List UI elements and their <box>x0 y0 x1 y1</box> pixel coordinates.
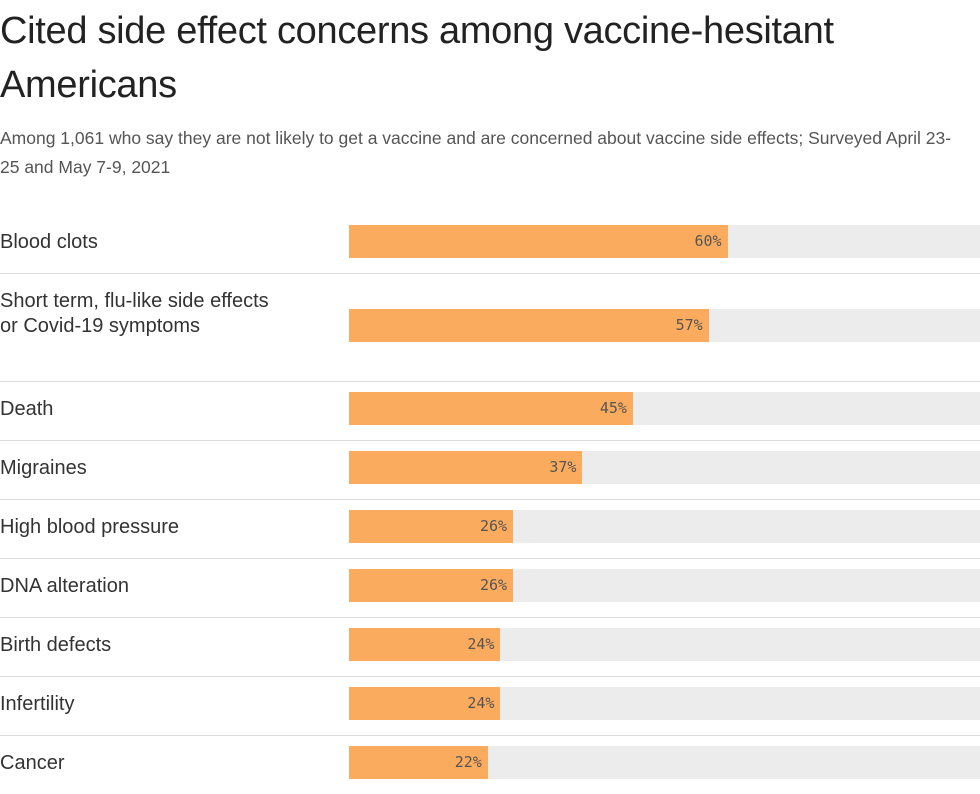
row-divider <box>0 499 980 500</box>
bar: 60% <box>349 225 728 258</box>
row-divider <box>0 735 980 736</box>
chart-row: Death 45% <box>0 381 980 440</box>
bar-value-label: 57% <box>675 315 703 334</box>
bar-value-label: 60% <box>694 232 722 250</box>
bar-value-label: 45% <box>599 399 627 417</box>
bar: 26% <box>349 569 514 602</box>
row-divider <box>0 617 980 618</box>
chart-row: DNA alteration 26% <box>0 558 980 617</box>
bar-chart: Blood clots 60% Short term, flu-like side … <box>0 214 980 792</box>
bar-track: 24% <box>349 628 980 661</box>
chart-row: Cancer 22% <box>0 735 980 794</box>
bar-track: 24% <box>349 687 980 720</box>
category-label: Migraines <box>0 457 87 479</box>
chart-row: Migraines 37% <box>0 440 980 499</box>
bar-value-label: 26% <box>479 517 508 535</box>
bar-value-label: 22% <box>454 753 482 771</box>
category-label: Short term, flu-like side effects or Cov… <box>0 289 269 337</box>
bar: 26% <box>349 510 514 543</box>
chart-row: Blood clots 60% <box>0 214 980 273</box>
category-label: DNA alteration <box>0 575 129 597</box>
chart-row: High blood pressure 26% <box>0 499 980 558</box>
bar: 57% <box>349 308 709 342</box>
row-divider <box>0 558 980 559</box>
category-label: Infertility <box>0 693 75 715</box>
row-divider <box>0 273 980 274</box>
bar: 45% <box>349 392 633 425</box>
chart-subtitle: Among 1,061 who say they are not likely … <box>0 128 952 177</box>
bar: 24% <box>349 628 501 661</box>
category-label: High blood pressure <box>0 516 179 538</box>
bar: 37% <box>349 451 583 484</box>
chart-row: Birth defects 24% <box>0 617 980 676</box>
category-label: Cancer <box>0 752 65 774</box>
bar: 22% <box>349 746 488 779</box>
row-divider <box>0 676 980 677</box>
bar-track: 37% <box>349 451 980 484</box>
bar-track: 26% <box>349 510 980 543</box>
bar-track: 60% <box>349 225 980 258</box>
bar: 24% <box>349 687 501 720</box>
bar-track: 57% <box>349 308 980 342</box>
chart-title: Cited side effect concerns among vaccine… <box>0 10 834 106</box>
chart-row: Infertility 24% <box>0 676 980 735</box>
bar-value-label: 37% <box>549 458 577 476</box>
category-label: Birth defects <box>0 634 112 656</box>
bar-value-label: 24% <box>467 635 495 653</box>
category-label: Death <box>0 398 54 420</box>
bar-track: 45% <box>349 392 980 425</box>
category-label: Blood clots <box>0 231 98 253</box>
bar-track: 26% <box>349 569 980 602</box>
bar-value-label: 26% <box>479 576 508 594</box>
chart-row: Short term, flu-like side effects or Cov… <box>0 273 980 381</box>
bar-track: 22% <box>349 746 980 779</box>
row-divider <box>0 381 980 382</box>
bar-value-label: 24% <box>467 694 495 712</box>
row-divider <box>0 440 980 441</box>
